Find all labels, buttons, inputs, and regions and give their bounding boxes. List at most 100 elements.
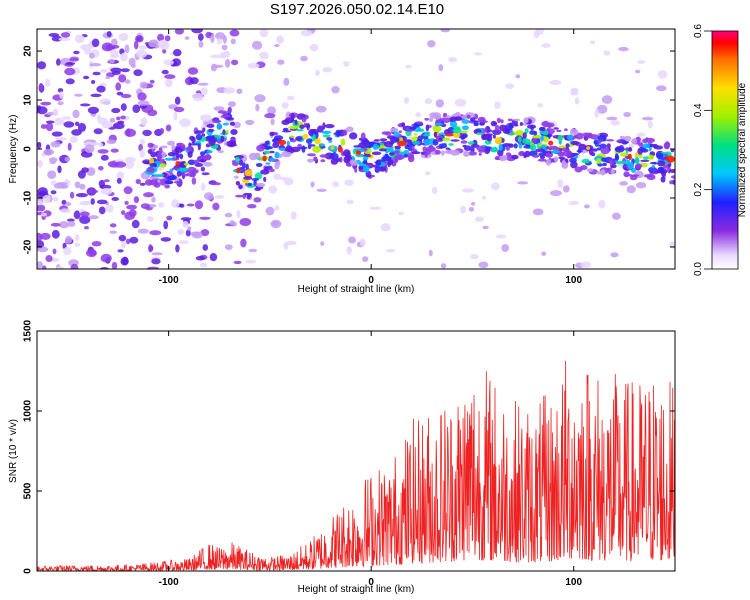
- spectrogram-noise-blob: [162, 48, 167, 54]
- spectrogram-ridge-blob: [407, 152, 414, 160]
- spectrogram-ridge-blob: [413, 133, 418, 136]
- spectrogram-ridge-blob: [460, 140, 468, 144]
- spectrogram-ridge-blob: [281, 150, 292, 158]
- spectrogram-ridge-blob: [442, 112, 448, 117]
- spectrogram-ridge-blob: [648, 154, 655, 160]
- spectrogram-noise-blob: [111, 38, 118, 47]
- spectrogram-ridge-blob: [389, 136, 399, 143]
- spectrogram-ridge-blob: [290, 146, 301, 153]
- y-tick-label: 500: [23, 482, 34, 499]
- spectrogram-ridge-blob: [285, 145, 293, 153]
- spectrogram-ridge-blob: [269, 131, 275, 137]
- spectrogram-noise-blob: [431, 186, 438, 194]
- spectrogram-ridge-blob: [161, 158, 165, 162]
- spectrogram-ridge-blob: [146, 167, 155, 173]
- spectrogram-ridge-blob: [176, 171, 183, 177]
- spectrogram-noise-blob: [369, 206, 382, 210]
- spectrogram-noise-blob: [40, 124, 48, 129]
- spectrogram-ridge-blob: [295, 136, 303, 142]
- spectrogram-ridge-blob: [492, 122, 498, 125]
- spectrogram-noise-blob: [109, 223, 117, 228]
- spectrogram-noise-blob: [40, 232, 51, 240]
- spectrogram-ridge-blob: [540, 144, 547, 149]
- spectrogram-ridge-blob: [156, 153, 163, 161]
- spectrogram-noise-blob: [72, 109, 80, 119]
- spectrogram-ridge-blob: [328, 139, 333, 143]
- spectrogram-noise-blob: [124, 44, 130, 54]
- spectrogram-noise-blob: [167, 140, 175, 146]
- spectrogram-noise-blob: [234, 175, 239, 179]
- spectrogram-ridge-blob: [541, 120, 550, 128]
- spectrogram-noise-blob: [97, 149, 109, 154]
- spectrogram-noise-blob: [186, 203, 195, 207]
- spectrogram-noise-blob: [84, 144, 95, 154]
- spectrogram-noise-blob: [171, 199, 180, 208]
- spectrogram-noise-blob: [98, 206, 106, 215]
- spectrogram-ridge-blob: [461, 119, 470, 124]
- spectrogram-ridge-blob: [533, 130, 538, 136]
- spectrogram-ridge-blob: [164, 184, 170, 189]
- spectrogram-ridge-blob: [646, 174, 656, 181]
- spectrogram-ridge-blob: [640, 159, 650, 162]
- spectrogram-ridge-blob: [345, 126, 354, 133]
- spectrogram-noise-blob: [77, 122, 87, 132]
- spectrogram-ridge-blob: [464, 150, 468, 157]
- spectrogram-ridge-blob: [269, 150, 275, 154]
- spectrogram-ridge-blob: [189, 135, 195, 141]
- spectrogram-noise-blob: [215, 32, 226, 40]
- spectrogram-ridge-blob: [404, 144, 410, 150]
- spectrogram-noise-blob: [137, 228, 149, 234]
- spectrogram-noise-blob: [610, 120, 620, 126]
- spectrogram-noise-blob: [247, 62, 260, 69]
- spectrogram-ridge-blob: [274, 135, 284, 140]
- spectrogram-ridge-blob: [362, 160, 368, 164]
- spectrogram-ridge-blob: [371, 151, 382, 156]
- spectrogram-noise-blob: [656, 85, 667, 92]
- spectrogram-ridge-blob: [226, 140, 237, 148]
- spectrogram-ridge-blob: [175, 161, 180, 166]
- spectrogram-ridge-blob: [545, 152, 551, 158]
- spectrogram-ridge-blob: [208, 128, 214, 133]
- spectrogram-noise-blob: [568, 201, 579, 205]
- spectrogram-ridge-blob: [248, 152, 258, 161]
- spectrogram-noise-blob: [111, 197, 119, 201]
- spectrogram-noise-blob: [79, 201, 91, 206]
- spectrogram-noise-blob: [213, 106, 225, 111]
- spectrogram-noise-blob: [194, 200, 204, 210]
- spectrogram-noise-blob: [197, 82, 209, 86]
- spectrogram-noise-blob: [40, 101, 52, 106]
- spectrogram-ridge-blob: [558, 156, 566, 160]
- spectrogram-ridge-blob: [511, 154, 519, 160]
- spectrogram-noise-blob: [173, 111, 178, 121]
- spectrogram-noise-blob: [386, 248, 396, 253]
- spectrogram-noise-blob: [135, 178, 141, 185]
- spectrogram-noise-blob: [216, 38, 222, 45]
- spectrogram-noise-blob: [440, 29, 450, 33]
- spectrogram-ridge-blob: [321, 130, 332, 134]
- spectrogram-noise-blob: [348, 236, 357, 244]
- spectrogram-ridge-blob: [558, 152, 563, 157]
- spectrogram-ridge-blob: [307, 153, 316, 157]
- spectrogram-ridge-blob: [657, 160, 666, 167]
- spectrogram-ridge-blob: [330, 158, 339, 165]
- x-tick-label: -100: [159, 577, 179, 588]
- spectrogram-noise-blob: [113, 122, 125, 130]
- x-tick-label: 100: [565, 577, 582, 588]
- spectrogram-ridge-blob: [247, 182, 252, 187]
- spectrogram-ridge-blob: [256, 182, 266, 188]
- spectrogram-ridge-blob: [398, 130, 402, 134]
- spectrogram-noise-blob: [473, 52, 483, 56]
- spectrogram-noise-blob: [52, 248, 57, 255]
- spectrogram-noise-blob: [233, 260, 242, 265]
- spectrogram-ridge-blob: [601, 157, 607, 163]
- spectrogram-noise-blob: [89, 52, 95, 59]
- spectrogram-ridge-blob: [517, 136, 522, 143]
- spectrogram-ridge-blob: [606, 143, 611, 149]
- colorbar-label: Normalized spectral amplitude: [737, 82, 748, 217]
- spectrogram-ridge-blob: [634, 156, 640, 165]
- spectrogram-ridge-blob: [238, 159, 244, 166]
- spectrogram-noise-blob: [116, 116, 121, 121]
- spectrogram-noise-blob: [160, 145, 168, 149]
- spectrogram-noise-blob: [133, 196, 140, 204]
- spectrogram-noise-blob: [52, 196, 59, 202]
